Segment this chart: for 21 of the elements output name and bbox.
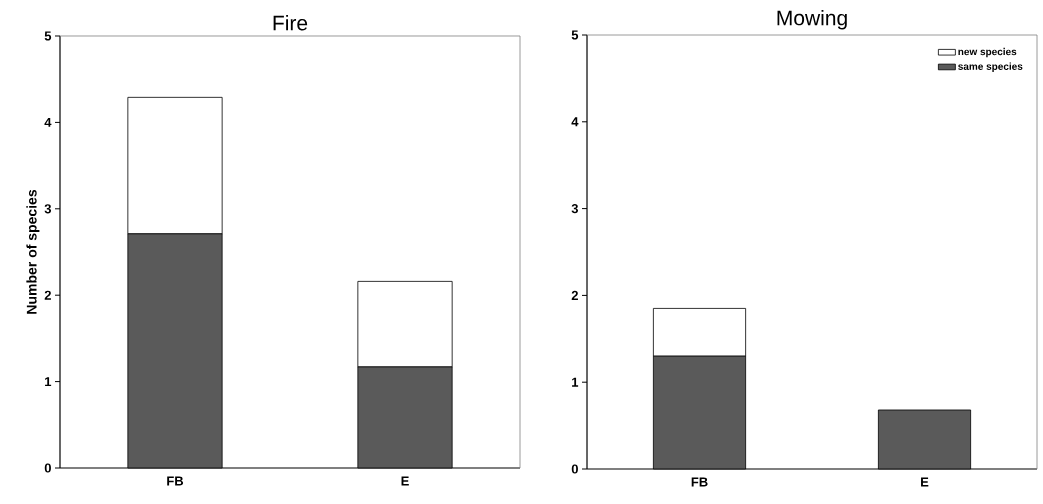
x-tick-label: E [401,476,409,486]
legend-label: new species [958,47,1017,58]
y-tick-label: 2 [571,290,578,300]
y-tick-label: 0 [44,463,51,473]
x-tick-label: FB [167,476,184,486]
x-tick-label: FB [691,477,708,487]
y-tick-label: 2 [44,290,51,300]
y-tick-label: 0 [571,464,578,474]
y-tick-label: 5 [571,30,579,40]
y-tick-label: 4 [44,117,52,127]
y-tick-label: 1 [572,377,579,387]
y-tick-label: 5 [44,31,52,41]
x-tick-label: E [921,477,929,487]
chart-title: Fire [273,15,308,31]
y-tick-label: 1 [45,377,52,387]
y-tick-label: 3 [44,204,52,214]
y-tick-label: 4 [571,117,579,127]
chart-title: Mowing [777,9,847,30]
y-axis-title: Number of species [26,189,40,314]
y-tick-label: 3 [571,203,579,214]
legend-label: same species [958,62,1023,72]
